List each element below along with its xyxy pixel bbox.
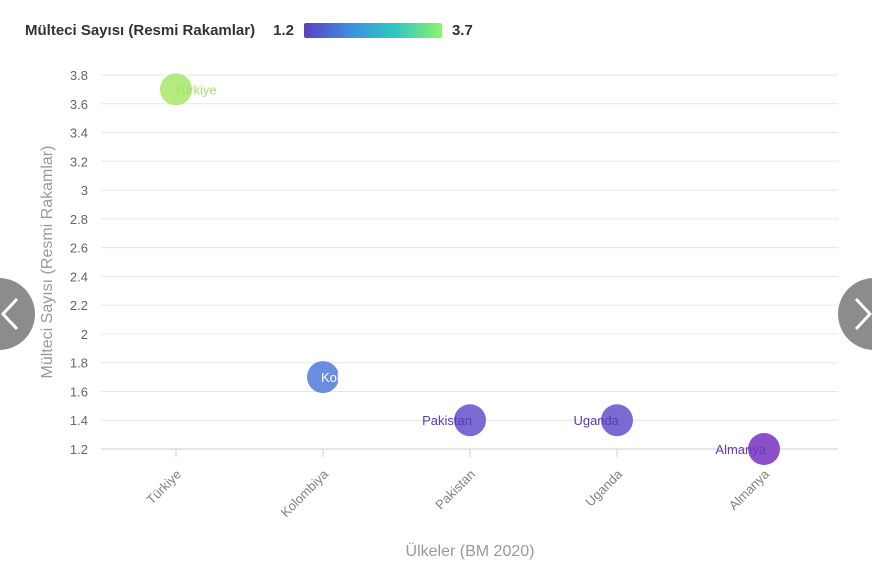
data-point[interactable] xyxy=(748,433,780,465)
y-axis-title: Mülteci Sayısı (Resmi Rakamlar) xyxy=(39,146,56,379)
y-tick-label: 2.4 xyxy=(70,269,88,284)
x-axis-title: Ülkeler (BM 2020) xyxy=(406,542,535,560)
x-tick-label: Pakistan xyxy=(432,467,478,513)
chevron-right-icon xyxy=(852,296,872,332)
y-tick-label: 3.6 xyxy=(70,97,88,112)
y-tick-label: 1.6 xyxy=(70,384,88,399)
y-tick-label: 1.8 xyxy=(70,356,88,371)
data-label: Türkiye xyxy=(174,82,217,97)
y-tick-label: 3.2 xyxy=(70,154,88,169)
y-tick-label: 3.4 xyxy=(70,126,88,141)
data-point[interactable] xyxy=(160,73,192,106)
y-tick-label: 2.6 xyxy=(70,241,88,256)
legend-title: Mülteci Sayısı (Resmi Rakamlar) xyxy=(25,21,256,39)
x-tick-label: Kolombiya xyxy=(278,466,332,520)
data-label: Almanya xyxy=(715,442,766,457)
data-label: Kolombiya xyxy=(321,370,382,385)
data-label: Uganda xyxy=(573,413,619,428)
data-point[interactable] xyxy=(454,404,486,437)
x-tick-label: Uganda xyxy=(582,466,625,509)
y-tick-label: 3 xyxy=(81,183,88,198)
y-tick-label: 2 xyxy=(81,327,88,342)
legend-min-label: 1.2 xyxy=(273,21,294,39)
y-tick-label: 2.2 xyxy=(70,298,88,313)
x-tick-label: Türkiye xyxy=(143,467,184,508)
y-tick-label: 1.4 xyxy=(70,413,88,428)
x-tick-label: Almanya xyxy=(726,466,773,513)
data-label: Pakistan xyxy=(422,413,472,428)
data-point[interactable] xyxy=(307,361,339,394)
legend-max-label: 3.7 xyxy=(451,21,473,39)
data-point[interactable] xyxy=(601,404,633,437)
y-tick-label: 2.8 xyxy=(70,212,88,227)
y-tick-label: 3.8 xyxy=(70,68,88,83)
y-tick-label: 1.2 xyxy=(70,442,88,457)
chevron-left-icon xyxy=(0,296,21,332)
legend: Mülteci Sayısı (Resmi Rakamlar) 1.2 3.7 xyxy=(25,18,473,42)
legend-colorbar xyxy=(303,22,442,38)
